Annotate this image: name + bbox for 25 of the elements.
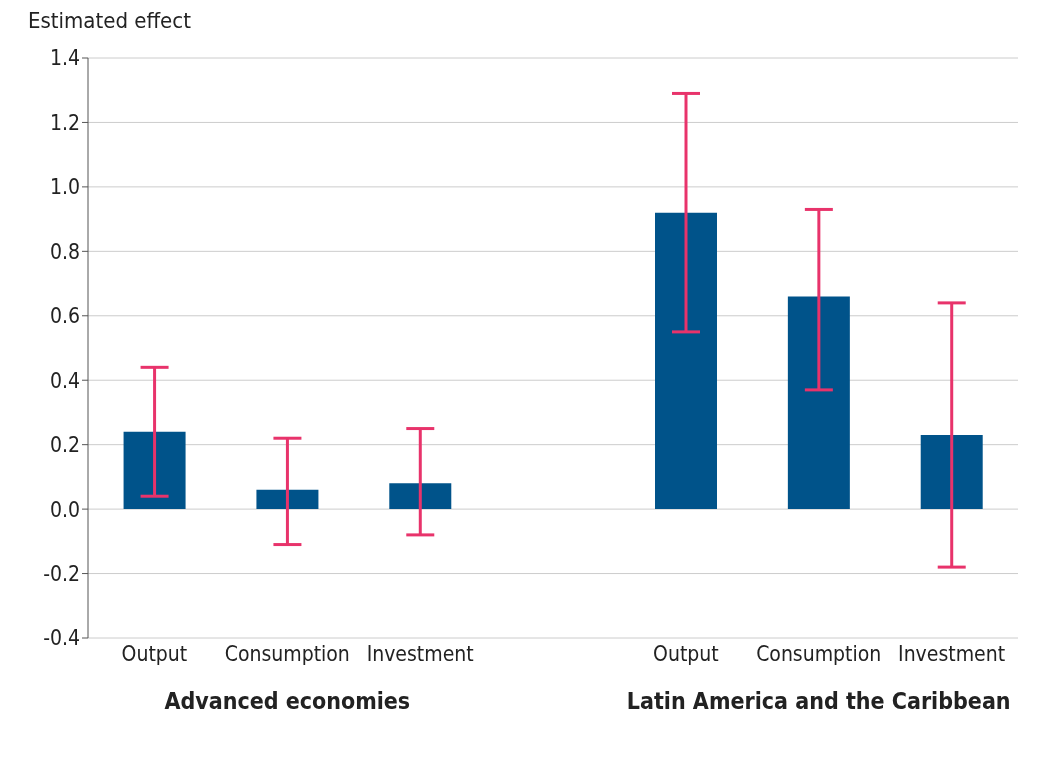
bar <box>123 431 186 510</box>
y-tick-label: 0.2 <box>49 433 80 458</box>
y-tick-label: 1.4 <box>49 46 80 71</box>
y-tick-label: -0.4 <box>43 626 80 651</box>
y-tick-label: 1.2 <box>49 110 80 135</box>
y-tick-label: -0.2 <box>43 562 80 587</box>
x-tick-label: Output <box>121 641 188 666</box>
text: Latin America and the Caribbean <box>625 688 1012 714</box>
y-tick-label: 0.6 <box>49 304 80 329</box>
y-axis-title: Estimated effect <box>28 8 192 35</box>
x-tick-label: Investment <box>898 641 1006 666</box>
x-tick-label: Consumption <box>224 641 350 666</box>
y-tick-label: 0.0 <box>49 497 80 522</box>
x-tick-label: Consumption <box>756 641 882 666</box>
x-tick-label: Investment <box>366 641 474 666</box>
bar <box>655 212 717 510</box>
y-tick-label: 1.0 <box>49 175 80 200</box>
bar <box>256 489 319 510</box>
bar <box>920 435 983 510</box>
bar <box>787 296 850 510</box>
y-tick-label: 0.8 <box>49 239 80 264</box>
y-tick-label: 0.4 <box>49 368 80 393</box>
bar <box>389 483 452 510</box>
text: Advanced economies <box>163 688 412 714</box>
x-tick-label: Output <box>653 641 719 666</box>
